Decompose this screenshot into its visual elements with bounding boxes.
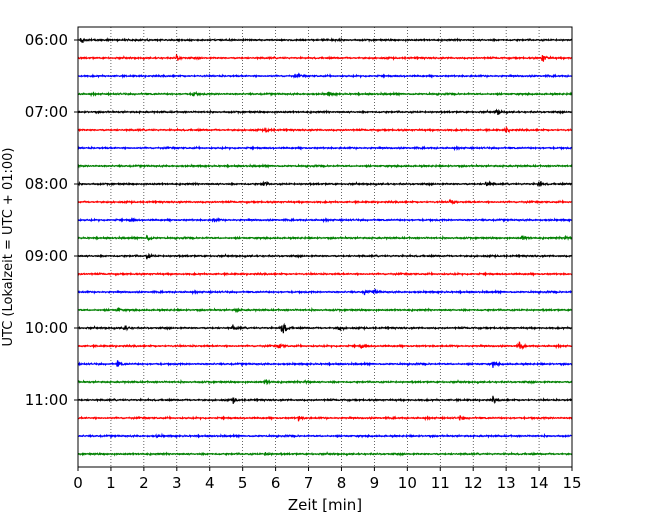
x-tick-label: 3 — [172, 474, 182, 492]
x-axis: 0 1 2 3 4 5 6 7 8 9 10 11 12 13 14 15 — [73, 467, 582, 492]
seismic-trace — [77, 180, 573, 188]
x-tick-label: 6 — [271, 474, 281, 492]
x-tick-label: 8 — [337, 474, 347, 492]
seismic-trace — [77, 306, 573, 314]
x-tick-label: 13 — [497, 474, 516, 492]
x-axis-label: Zeit [min] — [288, 496, 362, 514]
y-tick-label: 08:00 — [25, 175, 68, 193]
plot-frame — [77, 26, 573, 468]
x-tick-label: 15 — [562, 474, 581, 492]
x-tick-label: 4 — [205, 474, 215, 492]
seismic-trace — [77, 90, 573, 98]
x-tick-label: 0 — [73, 474, 83, 492]
seismic-trace — [77, 322, 573, 334]
seismic-trace — [77, 163, 573, 169]
x-tick-label: 2 — [139, 474, 149, 492]
traces-layer — [77, 36, 573, 457]
grid-layer — [110, 27, 540, 467]
seismic-trace — [77, 72, 573, 79]
x-tick-label: 11 — [431, 474, 450, 492]
x-tick-label: 10 — [398, 474, 417, 492]
seismic-trace — [77, 234, 573, 242]
seismic-trace — [77, 252, 573, 260]
seismic-trace — [77, 288, 573, 296]
seismic-trace — [77, 378, 573, 386]
y-axis-label: UTC (Lokalzeit = UTC + 01:00) — [1, 148, 16, 347]
seismic-trace — [77, 36, 573, 44]
seismic-trace — [77, 451, 573, 457]
seismic-trace — [77, 341, 573, 351]
x-tick-label: 14 — [530, 474, 549, 492]
x-tick-label: 5 — [238, 474, 248, 492]
seismic-trace — [77, 395, 573, 405]
seismic-trace — [77, 217, 573, 224]
seismic-trace — [77, 432, 573, 439]
seismic-trace — [77, 198, 573, 206]
seismic-trace — [77, 271, 573, 277]
x-tick-label: 1 — [106, 474, 116, 492]
seismic-trace — [77, 145, 573, 152]
y-tick-label: 06:00 — [25, 31, 68, 49]
y-tick-label: 07:00 — [25, 103, 68, 121]
x-tick-label: 12 — [464, 474, 483, 492]
x-tick-label: 7 — [304, 474, 314, 492]
y-tick-label: 09:00 — [25, 247, 68, 265]
x-tick-label: 9 — [370, 474, 380, 492]
seismic-trace — [77, 108, 573, 116]
y-tick-label: 10:00 — [25, 319, 68, 337]
y-tick-label: 11:00 — [25, 391, 68, 409]
seismic-trace — [77, 415, 573, 422]
y-axis: 06:00 07:00 08:00 09:00 10:00 11:00 — [25, 31, 78, 409]
seismic-trace — [77, 360, 573, 368]
seismic-trace — [77, 125, 573, 134]
seismic-trace — [77, 53, 573, 62]
